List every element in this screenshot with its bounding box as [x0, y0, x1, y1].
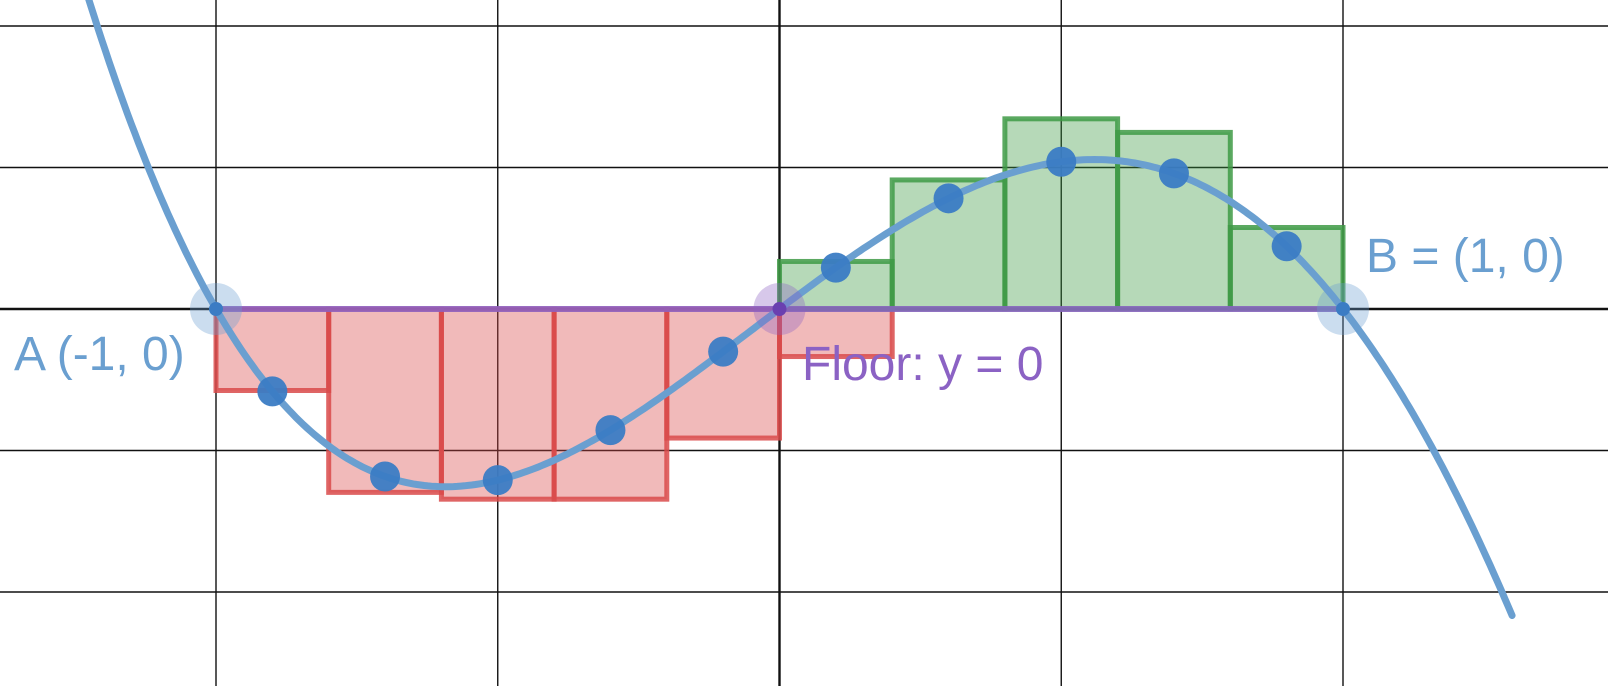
sample-point — [708, 336, 739, 367]
sample-point — [1271, 231, 1302, 262]
sample-point — [595, 415, 626, 446]
negative-riemann-rectangles — [213, 306, 895, 502]
point-label-a: A (-1, 0) — [14, 328, 185, 381]
sample-point — [482, 465, 513, 496]
sample-points — [257, 146, 1302, 496]
sample-point — [933, 183, 964, 214]
sample-point — [1046, 146, 1077, 177]
sample-point — [820, 252, 851, 283]
sample-point — [257, 376, 288, 407]
sample-point — [370, 461, 401, 492]
riemann-rectangle-negative — [664, 306, 782, 441]
point-labels: A (-1, 0) B = (1, 0) Floor: y = 0 — [14, 230, 1565, 391]
point-a — [209, 302, 223, 316]
sample-point — [1158, 158, 1189, 189]
point-o — [772, 302, 787, 316]
floor-label: Floor: y = 0 — [802, 338, 1043, 391]
key-points — [190, 283, 1369, 335]
point-b — [1336, 302, 1350, 316]
point-label-b: B = (1, 0) — [1366, 230, 1565, 283]
